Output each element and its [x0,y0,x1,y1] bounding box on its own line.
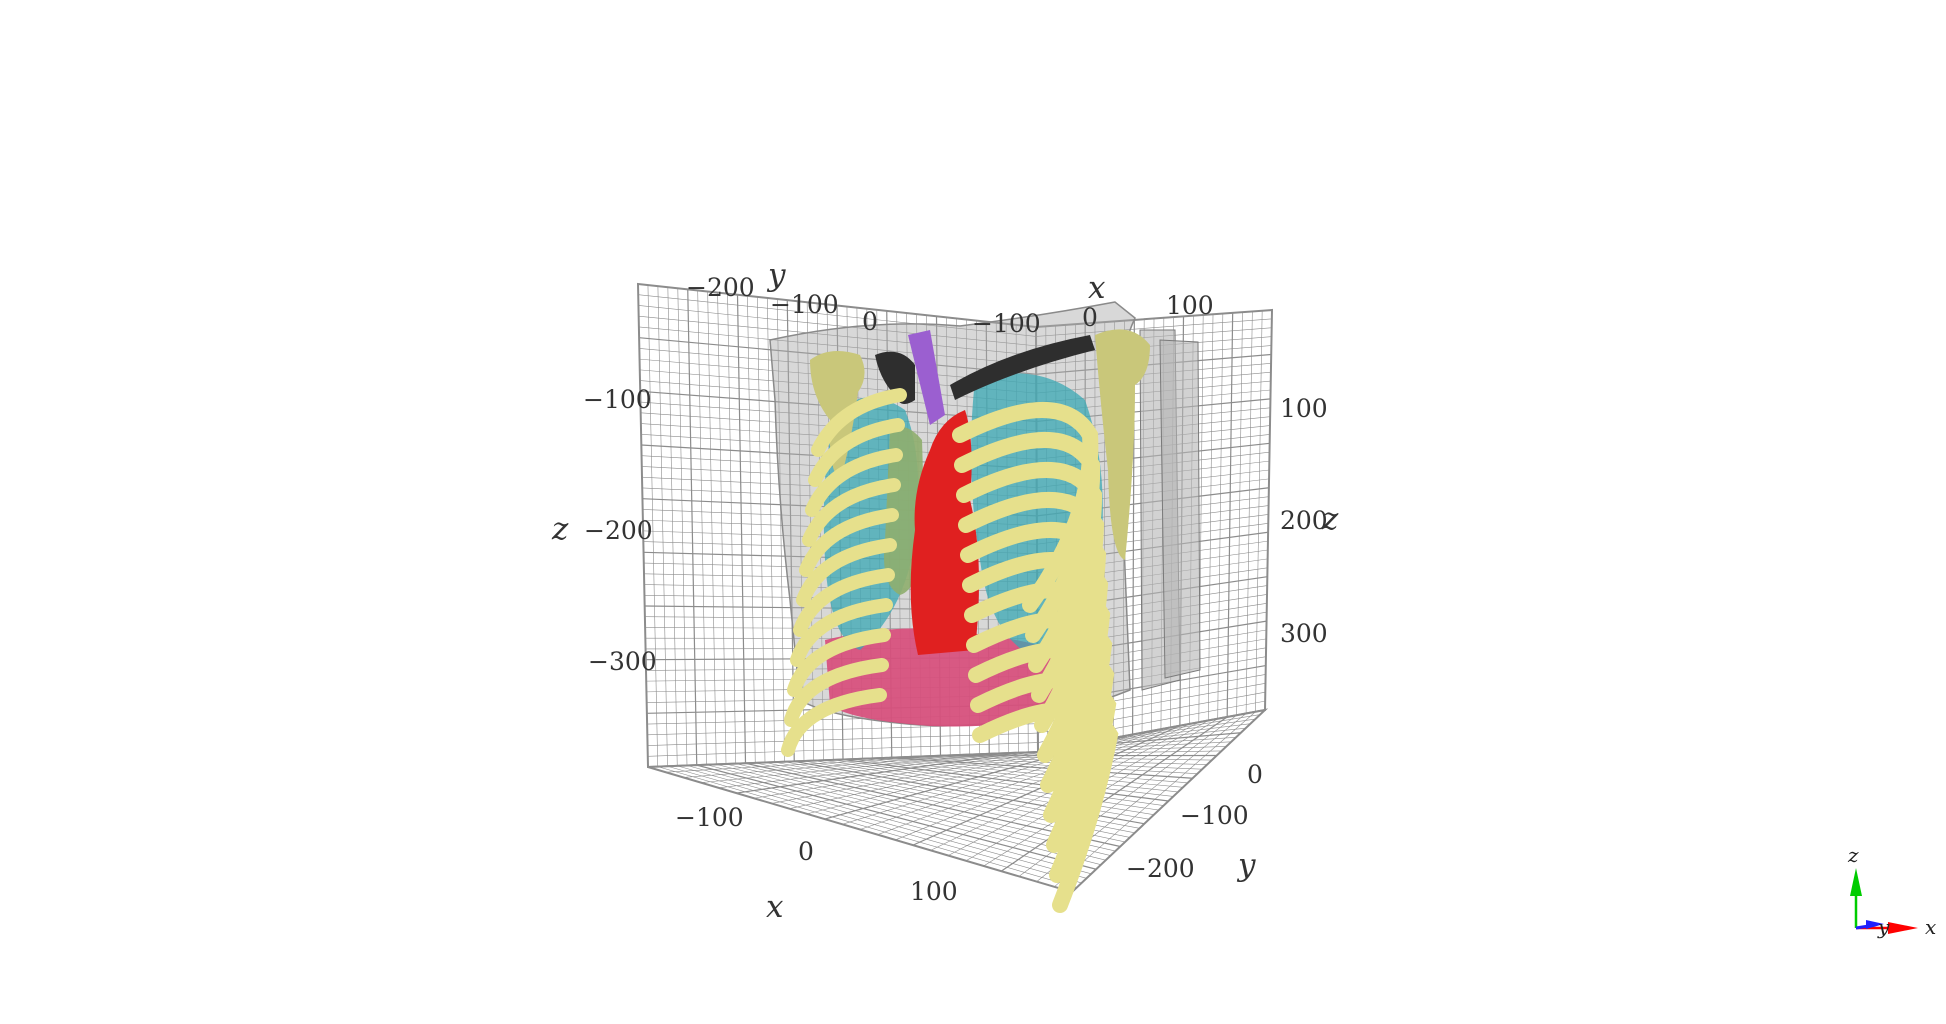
grid-line [1255,310,1263,712]
rib-right [966,612,1113,823]
right-shoulder-bone [1095,329,1150,560]
body-surface-edge-panels [1139,329,1201,691]
grid-line [1245,311,1253,714]
grid-line [767,297,776,763]
grid-line [638,315,1037,356]
axis-name-top-y: y [766,257,786,293]
rib-right [956,462,1103,673]
axis-right-z: 100 200 300 z [1280,394,1339,648]
tick-left-z-2: −300 [588,647,657,676]
axis-name-bottom-x: x [766,889,784,925]
triad-y-arrowhead [1866,920,1884,929]
tick-bottom-y-1: −100 [1180,801,1249,830]
tick-top-y-0: −200 [686,273,755,302]
rib-right [972,702,1119,913]
grid-line [747,295,756,763]
ribs [781,388,1119,913]
trachea [908,330,945,425]
grid-line [1036,318,1272,337]
triad-label-y: y [1877,915,1890,939]
grid-line [638,326,1037,366]
tick-bottom-x-0: −100 [675,803,744,832]
triad-x-arrowhead [1888,922,1918,934]
grid-line [687,289,698,766]
axis-name-top-x: x [1088,270,1106,306]
axis-name-left-z: z [551,511,569,547]
tick-bottom-x-2: 100 [910,877,958,906]
orientation-triad[interactable]: z y x [1847,843,1936,939]
axis-top-x: −100 0 100 x [972,270,1214,338]
rib-right [964,582,1111,793]
tick-bottom-x-1: 0 [798,837,814,866]
grid-line [1054,711,1256,888]
rib-right [970,672,1117,883]
rib-left [811,388,907,457]
tick-bottom-y-2: −200 [1126,854,1195,883]
rib-left [790,598,893,667]
grid-line [647,742,1038,757]
axis-bottom-y: 0 −100 −200 y [1126,760,1263,883]
rib-right [952,402,1099,613]
grid-line [757,296,766,763]
rib-left [805,448,903,517]
triad-label-z: z [1847,843,1859,867]
grid-line [1000,716,1228,872]
grid-line [1236,312,1243,716]
rib-left [793,568,895,637]
rib-left [802,478,901,547]
axis-bottom-x: −100 0 100 x [675,803,958,925]
tick-right-z-1: 200 [1280,506,1328,535]
tick-left-z-0: −100 [583,385,652,414]
rib-left [796,538,897,607]
tick-right-z-0: 100 [1280,394,1328,423]
triad-z-arrowhead [1850,868,1862,896]
rib-left [799,508,899,577]
rib-right [958,492,1105,703]
rib-left [808,418,905,487]
axis-name-right-z: z [1321,501,1339,537]
grid-line [727,293,737,764]
rib-left [781,688,887,757]
grid-line [677,288,688,766]
grid-line [1217,313,1224,719]
grid-line [647,285,659,767]
tick-top-y-1: −100 [770,290,839,319]
axis-name-bottom-y: y [1236,847,1256,883]
grid-line [657,286,668,767]
grid-line [638,305,1037,347]
right-clavicle [950,335,1095,400]
grid-line [1226,312,1234,718]
tick-top-x-2: 100 [1166,291,1214,320]
axis-left-z: −100 −200 −300 z [551,385,657,676]
grid-line [777,299,785,762]
grid-line [697,290,707,765]
tick-top-x-1: 0 [1082,303,1098,332]
anatomy-model[interactable] [769,301,1201,913]
tick-right-z-2: 300 [1280,619,1328,648]
rib-left [787,628,891,697]
tick-top-y-2: 0 [862,307,878,336]
grid-line [707,291,717,765]
grid-line [736,294,747,764]
grid-line [717,292,727,765]
grid-line [638,294,1037,337]
rib-left [784,658,889,727]
rib-right [968,642,1115,853]
grid-line [1207,314,1214,721]
tick-top-x-0: −100 [972,309,1041,338]
grid-line [667,287,678,766]
triad-label-x: x [1925,915,1936,939]
grid-line [895,727,1171,841]
tick-bottom-y-0: 0 [1247,760,1263,789]
tick-left-z-1: −200 [584,516,653,545]
axis-top-y: −200 −100 0 y [686,257,878,336]
rib-right [954,432,1101,643]
